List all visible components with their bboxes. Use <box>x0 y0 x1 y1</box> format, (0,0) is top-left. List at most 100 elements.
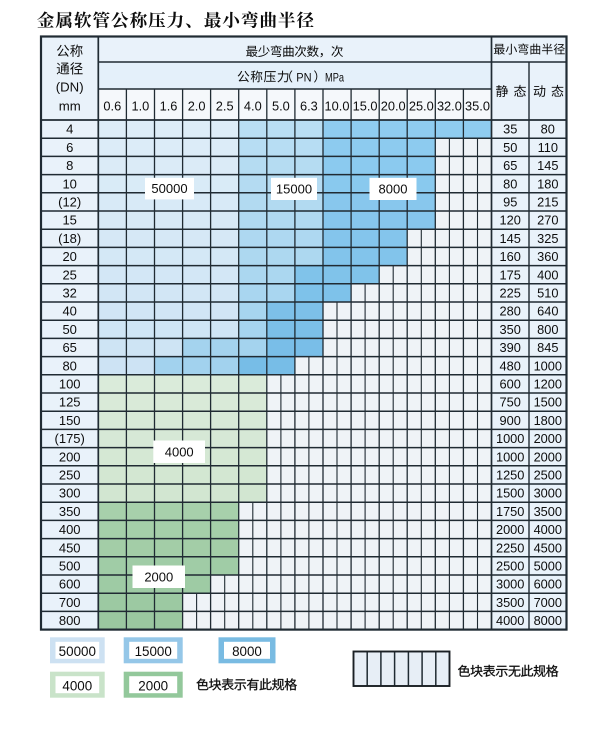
svg-text:PN: PN <box>296 70 311 84</box>
svg-text:480: 480 <box>500 358 521 373</box>
svg-text:(12): (12) <box>58 195 81 210</box>
svg-text:4000: 4000 <box>165 444 194 459</box>
svg-text:5000: 5000 <box>534 559 562 574</box>
svg-text:750: 750 <box>500 395 521 410</box>
svg-text:125: 125 <box>59 395 81 410</box>
svg-text:400: 400 <box>537 267 558 282</box>
svg-text:3500: 3500 <box>496 595 524 610</box>
svg-text:3000: 3000 <box>534 486 562 501</box>
svg-text:250: 250 <box>59 468 81 483</box>
svg-text:25: 25 <box>62 267 76 282</box>
svg-text:(DN): (DN) <box>56 80 84 95</box>
svg-text:225: 225 <box>500 286 521 301</box>
svg-text:20.0: 20.0 <box>381 98 406 113</box>
svg-text:8000: 8000 <box>379 182 408 197</box>
svg-text:350: 350 <box>500 322 521 337</box>
svg-text:1000: 1000 <box>496 431 524 446</box>
svg-text:1.0: 1.0 <box>132 98 150 113</box>
svg-text:50: 50 <box>62 322 76 337</box>
svg-text:2250: 2250 <box>496 540 524 555</box>
svg-text:2500: 2500 <box>534 468 562 483</box>
svg-text:2000: 2000 <box>534 449 562 464</box>
svg-text:2000: 2000 <box>138 679 168 694</box>
svg-text:300: 300 <box>59 486 81 501</box>
svg-text:8000: 8000 <box>232 644 262 659</box>
svg-text:175: 175 <box>500 267 521 282</box>
svg-text:350: 350 <box>59 504 81 519</box>
svg-text:800: 800 <box>537 322 558 337</box>
svg-text:280: 280 <box>500 304 521 319</box>
svg-text:1250: 1250 <box>496 468 524 483</box>
svg-text:3000: 3000 <box>496 577 524 592</box>
svg-text:1500: 1500 <box>496 486 524 501</box>
svg-text:32: 32 <box>62 286 76 301</box>
svg-text:325: 325 <box>537 231 558 246</box>
svg-text:800: 800 <box>59 613 81 628</box>
svg-text:mm: mm <box>59 99 81 114</box>
svg-text:390: 390 <box>500 340 521 355</box>
svg-text:0.6: 0.6 <box>103 98 121 113</box>
svg-text:2500: 2500 <box>496 559 524 574</box>
svg-text:4000: 4000 <box>496 613 524 628</box>
svg-text:1000: 1000 <box>534 358 562 373</box>
svg-text:50000: 50000 <box>59 644 96 659</box>
svg-text:80: 80 <box>541 122 555 137</box>
svg-text:15.0: 15.0 <box>353 98 378 113</box>
svg-text:40: 40 <box>62 304 76 319</box>
svg-text:80: 80 <box>62 358 76 373</box>
svg-text:6: 6 <box>66 140 73 155</box>
svg-text:2.5: 2.5 <box>216 98 234 113</box>
svg-text:180: 180 <box>537 176 558 191</box>
svg-text:1000: 1000 <box>496 449 524 464</box>
svg-text:20: 20 <box>62 249 76 264</box>
svg-text:25.0: 25.0 <box>409 98 434 113</box>
svg-text:35: 35 <box>503 122 517 137</box>
svg-text:900: 900 <box>500 413 521 428</box>
svg-text:600: 600 <box>500 377 521 392</box>
svg-text:(175): (175) <box>55 431 85 446</box>
svg-text:450: 450 <box>59 540 81 555</box>
svg-text:145: 145 <box>537 158 558 173</box>
svg-text:4.0: 4.0 <box>244 98 262 113</box>
svg-text:50: 50 <box>503 140 517 155</box>
svg-text:4000: 4000 <box>62 679 92 694</box>
svg-text:2000: 2000 <box>144 569 173 584</box>
svg-text:65: 65 <box>503 158 517 173</box>
svg-text:200: 200 <box>59 449 81 464</box>
svg-text:640: 640 <box>537 304 558 319</box>
svg-text:MPa: MPa <box>325 70 344 84</box>
svg-text:15000: 15000 <box>135 644 172 659</box>
svg-text:4000: 4000 <box>534 522 562 537</box>
svg-text:110: 110 <box>538 140 558 155</box>
svg-text:8: 8 <box>66 158 73 173</box>
svg-text:6000: 6000 <box>534 577 562 592</box>
svg-text:700: 700 <box>59 595 81 610</box>
svg-text:1500: 1500 <box>534 395 562 410</box>
svg-text:35.0: 35.0 <box>465 98 490 113</box>
svg-text:2000: 2000 <box>534 431 562 446</box>
svg-text:400: 400 <box>59 522 81 537</box>
svg-text:215: 215 <box>537 195 558 210</box>
svg-text:150: 150 <box>59 413 81 428</box>
svg-text:120: 120 <box>500 213 521 228</box>
svg-text:845: 845 <box>537 340 558 355</box>
svg-text:95: 95 <box>503 195 517 210</box>
svg-text:15000: 15000 <box>276 182 312 197</box>
svg-text:15: 15 <box>62 213 76 228</box>
svg-text:50000: 50000 <box>151 181 187 196</box>
svg-text:145: 145 <box>500 231 521 246</box>
svg-text:1200: 1200 <box>534 377 562 392</box>
svg-text:10: 10 <box>62 176 76 191</box>
svg-text:600: 600 <box>59 577 81 592</box>
svg-text:4500: 4500 <box>534 540 562 555</box>
svg-text:1750: 1750 <box>496 504 524 519</box>
svg-text:65: 65 <box>62 340 76 355</box>
svg-text:32.0: 32.0 <box>437 98 462 113</box>
svg-text:1.6: 1.6 <box>160 98 178 113</box>
svg-text:2000: 2000 <box>496 522 524 537</box>
svg-text:3500: 3500 <box>534 504 562 519</box>
svg-text:160: 160 <box>500 249 521 264</box>
svg-text:7000: 7000 <box>534 595 562 610</box>
svg-text:80: 80 <box>503 176 517 191</box>
svg-text:4: 4 <box>66 122 73 137</box>
